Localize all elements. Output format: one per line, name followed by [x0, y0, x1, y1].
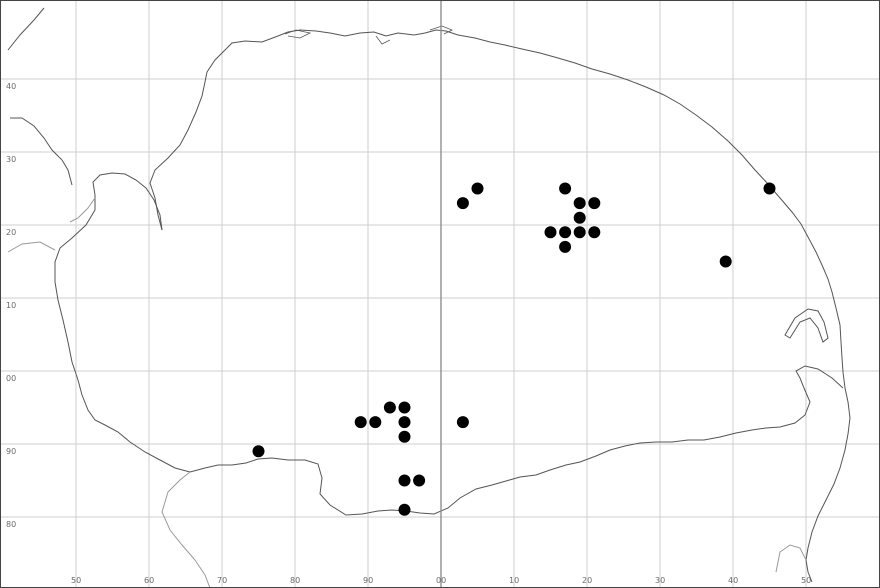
record-dot — [573, 211, 586, 224]
lincolnshire-coast — [10, 117, 73, 186]
y-axis-labels: 40 30 20 10 00 90 80 — [6, 82, 16, 529]
neighbour-boundary-southeast — [775, 544, 807, 573]
y-tick-label: 20 — [6, 228, 16, 237]
record-dot — [544, 226, 557, 239]
record-dot — [413, 474, 426, 487]
y-tick-label: 80 — [6, 520, 16, 529]
record-dot — [398, 474, 411, 487]
record-dot — [398, 503, 411, 516]
record-dot — [763, 182, 776, 195]
x-tick-label: 00 — [436, 576, 446, 585]
record-dot — [456, 197, 469, 210]
record-dot — [559, 182, 572, 195]
land-layer — [7, 7, 851, 588]
record-dot — [398, 401, 411, 414]
record-dot — [719, 255, 732, 268]
estuary — [784, 308, 829, 343]
x-tick-label: 40 — [728, 576, 738, 585]
record-dot — [559, 240, 572, 253]
record-dot — [573, 226, 586, 239]
neighbour-boundary-west — [7, 197, 96, 253]
x-tick-label: 80 — [290, 576, 300, 585]
record-dots — [252, 182, 776, 516]
record-dot — [573, 197, 586, 210]
county-boundary-west — [54, 172, 191, 473]
x-axis-labels: 50 60 70 80 90 00 10 20 30 40 50 — [71, 576, 811, 585]
record-dot — [398, 430, 411, 443]
neighbour-boundary-southwest — [161, 471, 211, 588]
y-tick-label: 90 — [6, 447, 16, 456]
record-dot — [588, 197, 601, 210]
record-dot — [354, 416, 367, 429]
record-dot — [383, 401, 396, 414]
x-tick-label: 20 — [582, 576, 592, 585]
record-dot — [559, 226, 572, 239]
record-dot — [456, 416, 469, 429]
y-tick-label: 40 — [6, 82, 16, 91]
x-tick-label: 50 — [801, 576, 811, 585]
y-tick-label: 10 — [6, 301, 16, 310]
record-dot — [252, 445, 265, 458]
x-tick-label: 90 — [363, 576, 373, 585]
x-tick-label: 50 — [71, 576, 81, 585]
coastline — [206, 29, 851, 583]
north-marsh-detail — [284, 25, 453, 45]
record-dot — [369, 416, 382, 429]
y-tick-label: 30 — [6, 155, 16, 164]
x-tick-label: 70 — [217, 576, 227, 585]
wash-shore — [149, 71, 208, 231]
county-boundary-south — [189, 365, 844, 516]
record-dot — [588, 226, 601, 239]
record-dot — [471, 182, 484, 195]
northwest-coast — [7, 7, 45, 51]
x-tick-label: 10 — [509, 576, 519, 585]
x-tick-label: 30 — [655, 576, 665, 585]
y-tick-label: 00 — [6, 374, 16, 383]
x-tick-label: 60 — [144, 576, 154, 585]
record-dot — [398, 416, 411, 429]
